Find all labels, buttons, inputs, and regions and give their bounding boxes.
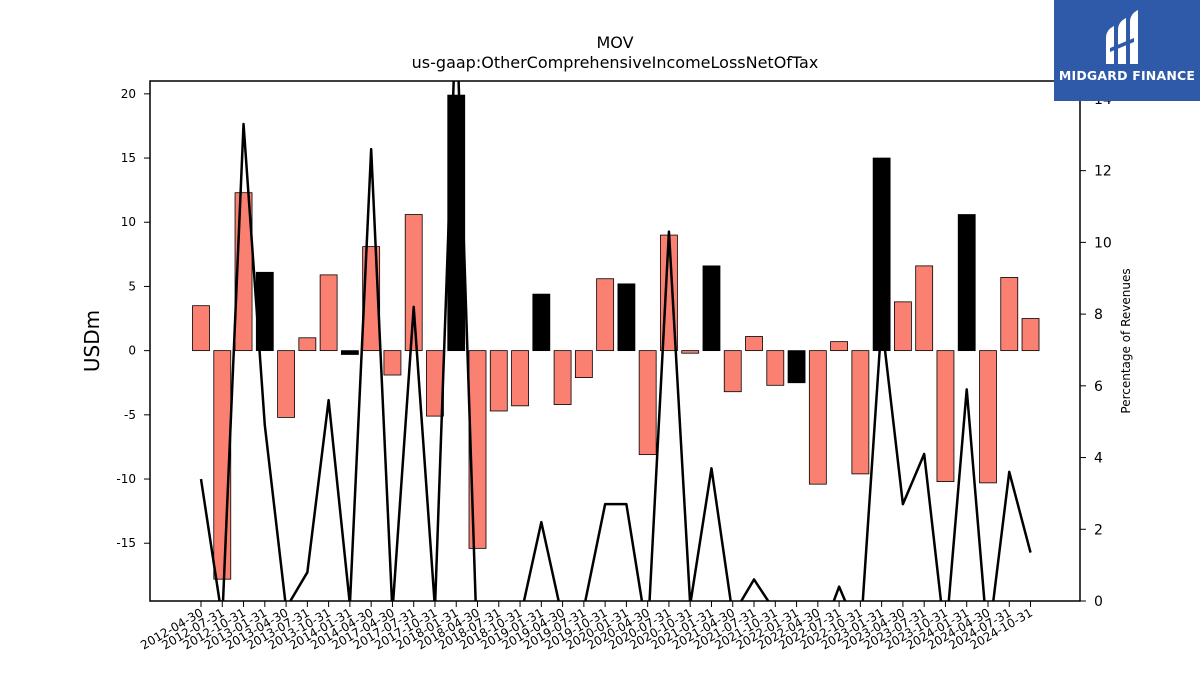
bar — [319, 274, 338, 352]
bar — [894, 301, 912, 352]
bar — [404, 214, 423, 352]
bar — [957, 214, 976, 352]
y-tick-label: 15 — [121, 151, 136, 165]
bar — [638, 350, 657, 456]
y-tick-label: 10 — [121, 215, 136, 229]
y-tick-label: 5 — [128, 279, 136, 293]
bar — [362, 246, 381, 352]
logo-text: MIDGARD FINANCE — [1058, 68, 1196, 83]
bar — [1021, 318, 1040, 352]
bar — [511, 350, 529, 407]
y-axis-label: USDm — [80, 310, 104, 372]
bar — [872, 157, 891, 352]
bar — [936, 350, 955, 482]
bar — [723, 350, 742, 393]
y2-tick-label: 12 — [1094, 164, 1112, 180]
plot-frame — [149, 80, 1081, 602]
bar — [617, 283, 636, 352]
y2-tick-label: 8 — [1094, 307, 1103, 323]
y2-tick-label: 4 — [1094, 451, 1103, 467]
y2-tick-label: 6 — [1094, 379, 1103, 395]
chart-title: MOV — [596, 33, 633, 52]
bar — [596, 278, 615, 352]
y-tick-label: -15 — [116, 536, 136, 550]
midgard-finance-logo: MIDGARD FINANCE — [1054, 0, 1200, 101]
y2-tick-label: 0 — [1094, 594, 1103, 610]
bar — [340, 350, 359, 355]
bar — [979, 350, 997, 484]
y-tick-label: 0 — [128, 344, 136, 358]
chart-subtitle: us-gaap:OtherComprehensiveIncomeLossNetO… — [412, 53, 819, 72]
plot-area: -15-10-505101520024681012142012-04-30201… — [116, 80, 1112, 652]
bar — [489, 350, 508, 412]
bar — [298, 337, 317, 352]
y-tick-label: -5 — [124, 408, 136, 422]
bar — [851, 350, 870, 475]
bar — [808, 350, 827, 485]
series-line — [199, 81, 1032, 601]
logo-mark-icon — [1106, 10, 1138, 64]
bar — [532, 293, 551, 352]
bar — [702, 265, 721, 352]
bar — [787, 350, 806, 384]
y-tick-label: -10 — [116, 472, 136, 486]
y2-tick-label: 2 — [1094, 522, 1103, 538]
bar — [574, 350, 593, 378]
y-tick-label: 20 — [121, 87, 136, 101]
bar — [681, 350, 700, 354]
bar — [553, 350, 572, 405]
y2-axis-label: Percentage of Revenues — [1119, 268, 1133, 413]
y2-tick-label: 10 — [1094, 235, 1112, 251]
bar — [383, 350, 402, 376]
bar — [915, 265, 934, 352]
bar — [1000, 277, 1019, 352]
bar — [830, 341, 848, 352]
bar — [277, 350, 295, 418]
bar — [766, 350, 785, 386]
bar — [745, 336, 763, 352]
bar — [192, 305, 210, 352]
